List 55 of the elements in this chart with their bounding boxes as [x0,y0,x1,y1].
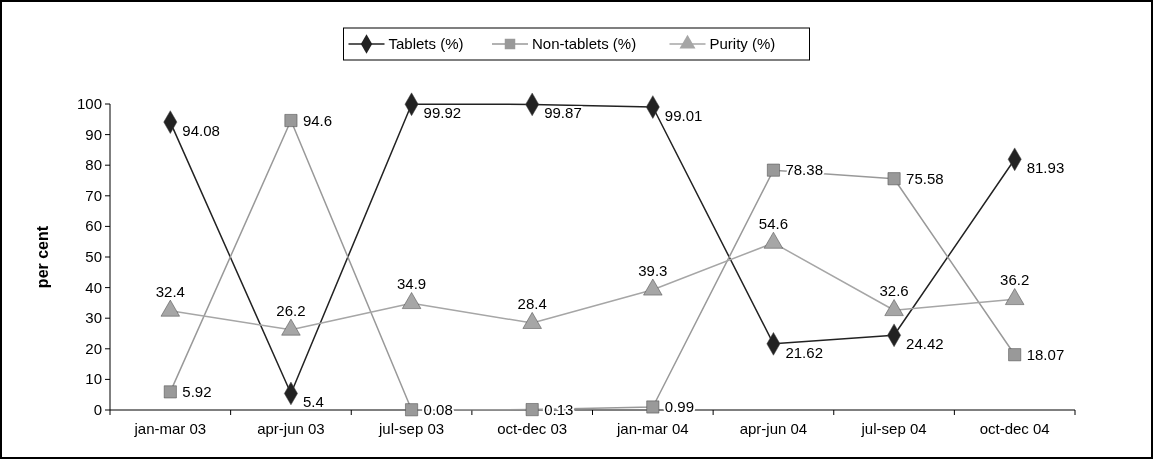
data-label: 5.4 [302,393,324,411]
y-tick-label: 50 [85,248,102,265]
data-label: 34.9 [396,275,427,293]
data-label: 39.3 [638,261,668,279]
data-label: 18.07 [1026,345,1065,363]
data-label: 78.38 [785,161,823,179]
y-axis-title: per cent [34,225,51,289]
data-label: 54.6 [758,214,789,232]
data-label: 0.99 [664,397,695,415]
legend-label: Tablets (%) [388,35,464,52]
point [284,114,298,127]
point [1008,348,1022,362]
data-label: 0.13 [544,400,574,418]
x-tick-label: jan-mar 03 [133,420,207,437]
point [163,385,177,399]
x-tick-label: apr-jun 04 [739,420,808,437]
x-tick-label: jul-sep 03 [378,420,445,437]
point [767,163,780,177]
x-tick-label: jul-sep 04 [860,420,927,437]
data-label: 81.93 [1026,159,1065,177]
legend-label: Non-tablets (%) [532,35,637,52]
y-tick-label: 90 [85,125,102,143]
data-label: 5.92 [182,382,212,400]
y-tick-label: 100 [76,95,102,112]
data-label: 99.92 [423,104,462,122]
y-tick-label: 60 [85,217,102,235]
legend-label: Purity (%) [709,35,776,52]
data-label: 94.6 [302,111,333,129]
data-label: 75.58 [906,169,944,187]
data-label: 99.87 [544,104,582,122]
point [887,172,901,186]
data-label: 32.4 [155,282,185,300]
data-label: 36.2 [1000,271,1030,289]
data-label: 28.4 [517,295,547,313]
point [525,403,539,416]
y-tick-label: 10 [85,370,102,388]
x-tick-label: apr-jun 03 [257,420,325,437]
data-label: 0.08 [423,400,453,418]
point [405,403,418,417]
y-tick-label: 40 [85,278,102,296]
x-tick-label: jan-mar 04 [615,420,689,437]
data-label: 24.42 [906,335,944,353]
y-tick-label: 30 [85,309,102,327]
y-tick-label: 70 [85,186,102,204]
data-label: 32.6 [879,282,909,300]
data-label: 26.2 [276,301,306,319]
data-label: 94.08 [182,122,220,140]
data-label: 99.01 [664,107,703,125]
data-label: 21.62 [785,343,823,361]
y-tick-label: 0 [93,401,102,418]
x-tick-label: oct-dec 04 [979,420,1050,437]
y-tick-label: 20 [85,339,102,357]
x-tick-label: oct-dec 03 [497,420,568,437]
point [646,400,660,414]
y-tick-label: 80 [85,156,102,174]
